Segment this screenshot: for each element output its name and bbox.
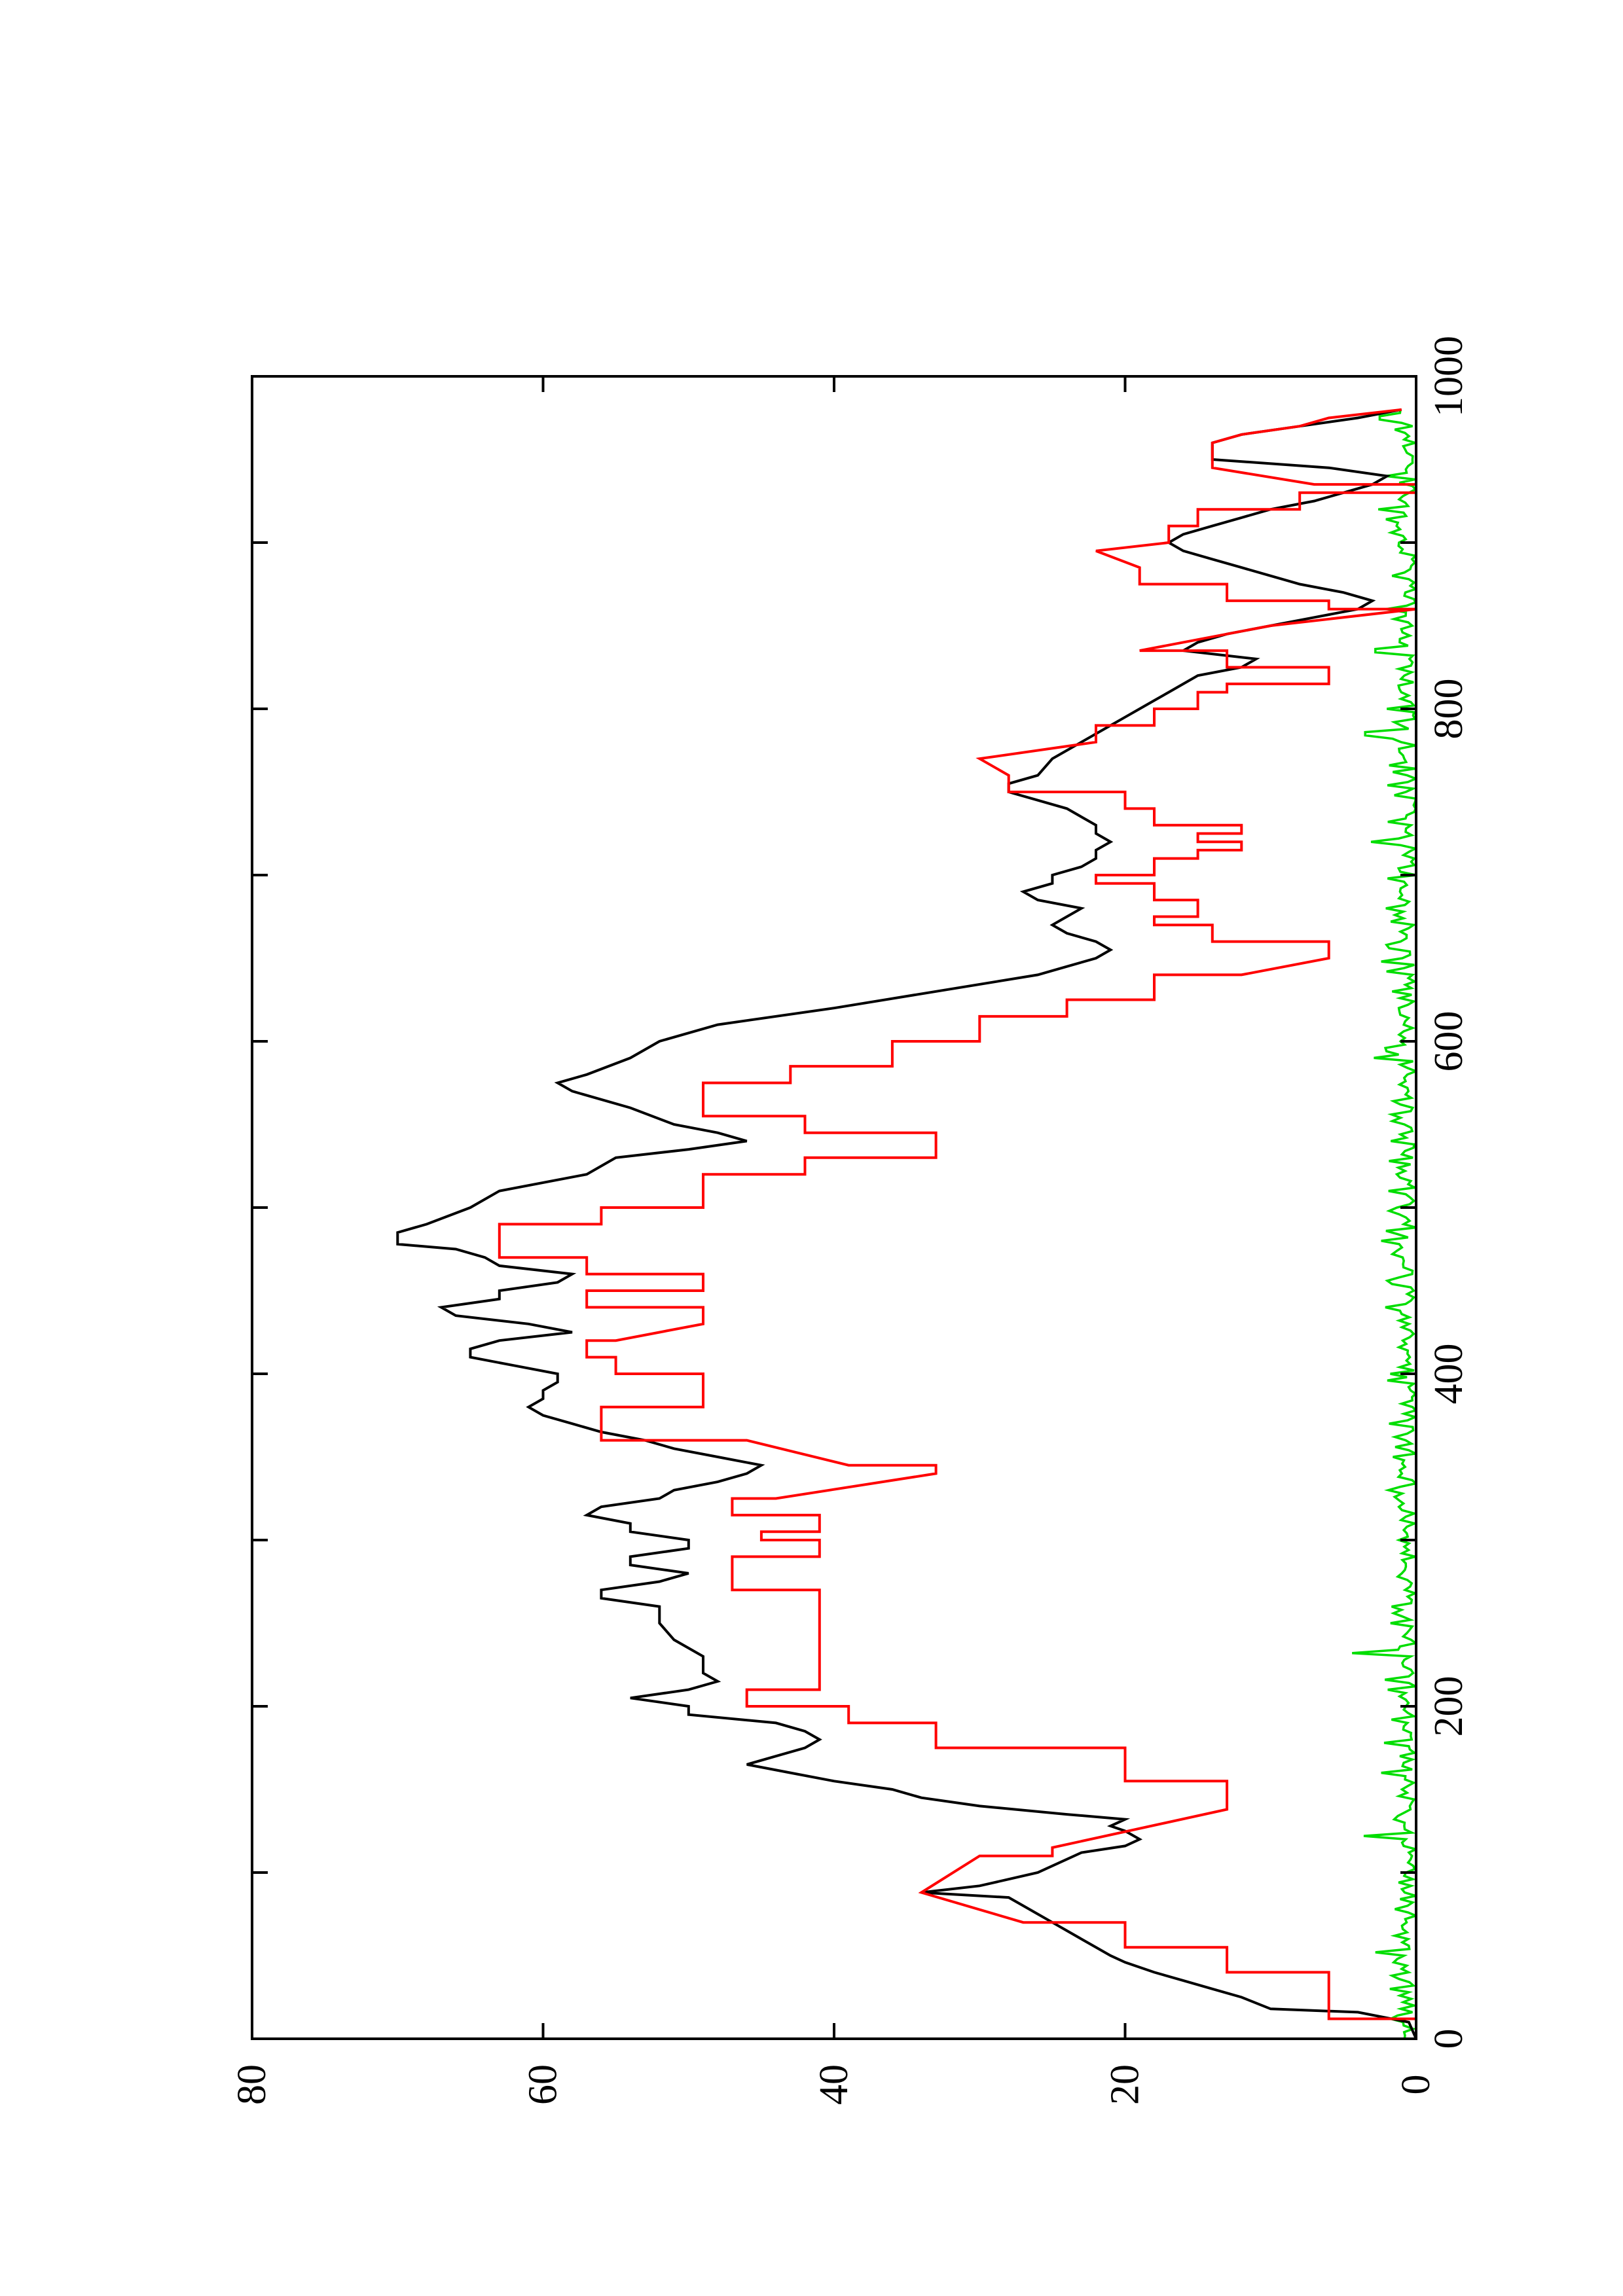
x-tick-label: 800 bbox=[1427, 679, 1471, 740]
plot-area bbox=[396, 408, 1416, 2039]
x-tick-label: 400 bbox=[1427, 1344, 1471, 1405]
series-red-line bbox=[498, 408, 1416, 2039]
y-tick-label: 20 bbox=[1103, 2064, 1148, 2105]
y-tick-label: 40 bbox=[812, 2064, 856, 2105]
x-tick-label: 200 bbox=[1427, 1676, 1471, 1737]
plot-frame bbox=[251, 375, 1417, 2040]
y-tick-label: 60 bbox=[521, 2064, 566, 2105]
x-tick-label: 0 bbox=[1427, 2029, 1471, 2049]
y-tick-label: 0 bbox=[1394, 2075, 1438, 2095]
tick-labels: 0 200 400 600 800 1000 0 20 40 60 80 bbox=[230, 336, 1471, 2105]
x-tick-label: 600 bbox=[1427, 1011, 1471, 1072]
y-tick-label: 80 bbox=[230, 2064, 274, 2105]
axes bbox=[251, 375, 1417, 2040]
series-green-line bbox=[1352, 409, 1416, 2039]
series-black-line bbox=[396, 408, 1416, 2039]
x-tick-label: 1000 bbox=[1427, 336, 1471, 417]
